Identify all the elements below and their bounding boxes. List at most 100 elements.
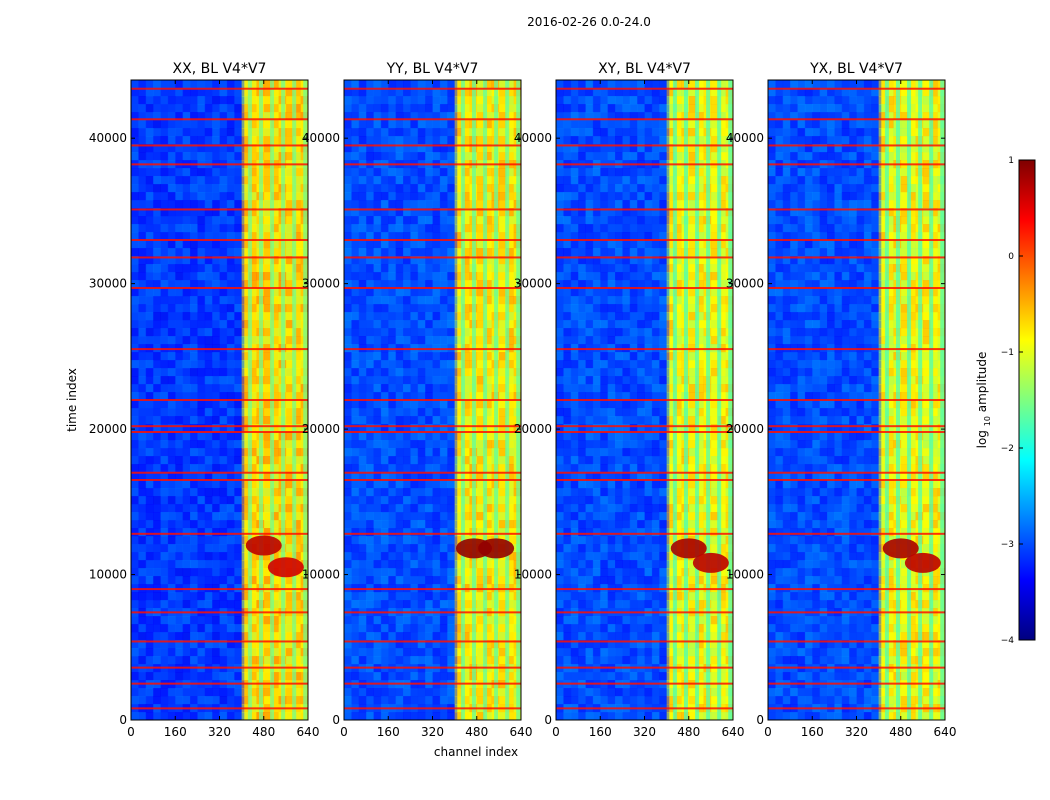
- heatmap-cell: [358, 424, 367, 433]
- heatmap-cell: [600, 376, 609, 385]
- heatmap-cell: [439, 80, 448, 89]
- heatmap-cell: [145, 168, 154, 177]
- heatmap-cell: [439, 496, 448, 505]
- heatmap-cell: [506, 456, 515, 465]
- heatmap-cell: [263, 392, 272, 401]
- heatmap-cell: [373, 448, 382, 457]
- heatmap-cell: [358, 616, 367, 625]
- heatmap-cell: [388, 552, 397, 561]
- heatmap-cell: [622, 168, 631, 177]
- heatmap-cell: [462, 592, 470, 601]
- heatmap-cell: [644, 176, 653, 185]
- heatmap-cell: [160, 520, 169, 529]
- heatmap-cell: [432, 688, 441, 697]
- heatmap-cell: [358, 576, 367, 585]
- heatmap-cell: [710, 352, 719, 361]
- heatmap-cell: [476, 168, 485, 177]
- heatmap-cell: [249, 416, 257, 425]
- heatmap-cell: [403, 152, 411, 161]
- heatmap-cell: [249, 512, 257, 521]
- heatmap-cell: [688, 224, 697, 233]
- heatmap-cell: [212, 128, 220, 137]
- heatmap-cell: [226, 136, 235, 145]
- heatmap-cell: [651, 280, 660, 289]
- heatmap-cell: [175, 552, 184, 561]
- heatmap-cell: [219, 648, 228, 657]
- heatmap-cell: [285, 256, 294, 265]
- heatmap-cell: [622, 336, 631, 345]
- heatmap-cell: [410, 600, 419, 609]
- heatmap-cell: [395, 264, 404, 273]
- heatmap-cell: [432, 616, 441, 625]
- heatmap-cell: [182, 288, 191, 297]
- heatmap-cell: [241, 280, 250, 289]
- heatmap-cell: [592, 216, 601, 225]
- heatmap-cell: [226, 144, 235, 153]
- heatmap-cell: [373, 184, 382, 193]
- heatmap-cell: [160, 624, 169, 633]
- heatmap-cell: [388, 472, 397, 481]
- heatmap-cell: [145, 520, 154, 529]
- heatmap-cell: [425, 320, 433, 329]
- heatmap-cell: [592, 360, 601, 369]
- heatmap-cell: [175, 488, 184, 497]
- heatmap-cell: [637, 376, 645, 385]
- heatmap-cell: [153, 440, 161, 449]
- heatmap-cell: [607, 240, 616, 249]
- heatmap-cell: [219, 432, 228, 441]
- heatmap-cell: [447, 144, 456, 153]
- heatmap-cell: [410, 536, 419, 545]
- heatmap-cell: [380, 208, 389, 217]
- heatmap-cell: [506, 472, 515, 481]
- heatmap-cell: [175, 696, 184, 705]
- flagged-row: [344, 682, 521, 685]
- heatmap-cell: [395, 280, 404, 289]
- heatmap-cell: [388, 432, 397, 441]
- heatmap-cell: [226, 120, 235, 129]
- heatmap-cell: [190, 368, 198, 377]
- heatmap-cell: [160, 88, 169, 97]
- heatmap-cell: [674, 304, 682, 313]
- heatmap-cell: [556, 120, 564, 129]
- heatmap-cell: [556, 256, 564, 265]
- heatmap-cell: [388, 624, 397, 633]
- heatmap-cell: [403, 80, 411, 89]
- heatmap-cell: [607, 224, 616, 233]
- x-tick-label: 0: [340, 725, 348, 739]
- heatmap-cell: [131, 240, 139, 249]
- heatmap-cell: [439, 576, 448, 585]
- heatmap-cell: [718, 288, 727, 297]
- heatmap-cell: [175, 384, 184, 393]
- heatmap-cell: [498, 424, 507, 433]
- heatmap-cell: [344, 464, 352, 473]
- heatmap-cell: [190, 200, 198, 209]
- heatmap-cell: [410, 224, 419, 233]
- heatmap-cell: [285, 688, 294, 697]
- heatmap-cell: [506, 384, 515, 393]
- heatmap-cell: [226, 376, 235, 385]
- heatmap-cell: [271, 392, 279, 401]
- heatmap-cell: [153, 672, 161, 681]
- heatmap-cell: [629, 192, 638, 201]
- y-tick-label: 40000: [302, 131, 340, 145]
- heatmap-cell: [432, 80, 441, 89]
- heatmap-cell: [160, 264, 169, 273]
- heatmap-cell: [145, 144, 154, 153]
- heatmap-cell: [439, 512, 448, 521]
- heatmap-cell: [578, 136, 586, 145]
- heatmap-cell: [666, 120, 675, 129]
- heatmap-cell: [585, 376, 594, 385]
- heatmap-cell: [462, 272, 470, 281]
- heatmap-cell: [585, 272, 594, 281]
- heatmap-cell: [688, 264, 697, 273]
- heatmap-cell: [578, 80, 586, 89]
- heatmap-cell: [556, 168, 564, 177]
- heatmap-cell: [263, 400, 272, 409]
- heatmap-cell: [563, 328, 572, 337]
- heatmap-cell: [344, 240, 352, 249]
- heatmap-cell: [637, 384, 645, 393]
- heatmap-cell: [570, 400, 579, 409]
- heatmap-cell: [366, 568, 374, 577]
- heatmap-cell: [659, 224, 668, 233]
- heatmap-cell: [462, 408, 470, 417]
